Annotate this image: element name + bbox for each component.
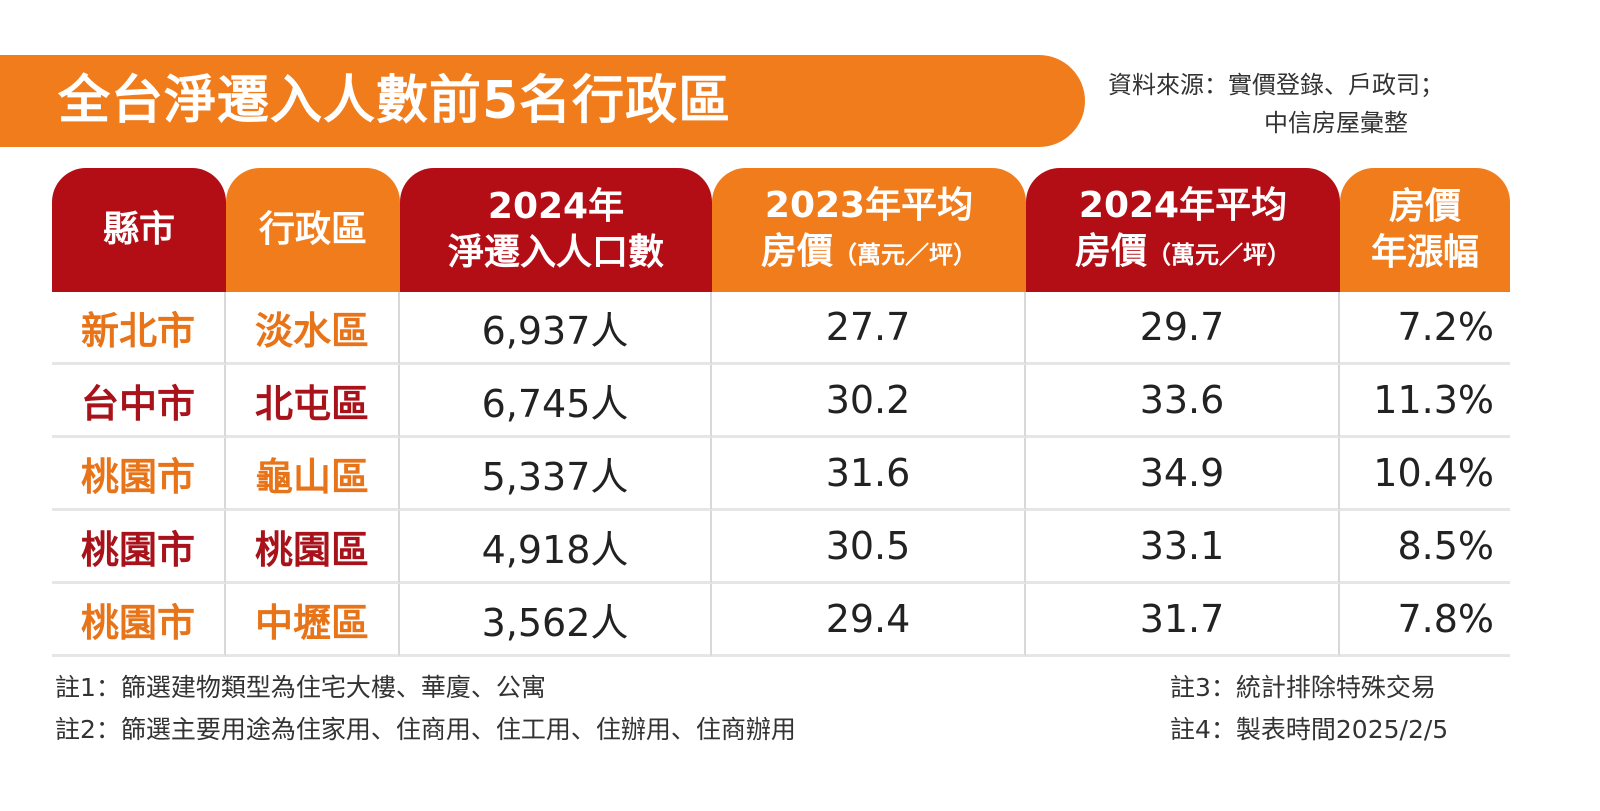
note-3: 註3：統計排除特殊交易 [1170, 673, 1436, 702]
cell-district: 桃園區 [226, 511, 400, 584]
note-2: 註2：篩選主要用途為住家用、住商用、住工用、住辦用、住商辦用 [55, 715, 796, 744]
header-city: 縣市 [52, 168, 226, 292]
note-4: 註4：製表時間2025/2/5 [1170, 715, 1449, 744]
cell-population: 6,745人 [400, 365, 712, 438]
cell-city: 新北市 [52, 292, 226, 365]
header-growth: 房價 年漲幅 [1340, 168, 1510, 292]
cell-district: 淡水區 [226, 292, 400, 365]
cell-price-2023: 27.7 [712, 292, 1026, 365]
data-table: 縣市 行政區 2024年 淨遷入人口數 2023年平均 房價（萬元／坪） 202… [52, 168, 1510, 657]
cell-city: 台中市 [52, 365, 226, 438]
table-row: 桃園市 中壢區 3,562人 29.4 31.7 7.8% [52, 584, 1510, 657]
cell-price-2023: 30.5 [712, 511, 1026, 584]
cell-growth: 10.4% [1340, 438, 1510, 511]
cell-price-2024: 34.9 [1026, 438, 1340, 511]
cell-growth: 7.2% [1340, 292, 1510, 365]
cell-population: 5,337人 [400, 438, 712, 511]
cell-price-2024: 31.7 [1026, 584, 1340, 657]
cell-price-2023: 31.6 [712, 438, 1026, 511]
source-line-1: 資料來源：實價登錄、戶政司； [1108, 71, 1444, 99]
source-credit: 資料來源：實價登錄、戶政司； 中信房屋彙整 [1108, 66, 1578, 142]
cell-district: 北屯區 [226, 365, 400, 438]
cell-growth: 11.3% [1340, 365, 1510, 438]
table-row: 台中市 北屯區 6,745人 30.2 33.6 11.3% [52, 365, 1510, 438]
table-row: 新北市 淡水區 6,937人 27.7 29.7 7.2% [52, 292, 1510, 365]
cell-district: 中壢區 [226, 584, 400, 657]
table-header-row: 縣市 行政區 2024年 淨遷入人口數 2023年平均 房價（萬元／坪） 202… [52, 168, 1510, 292]
cell-price-2023: 29.4 [712, 584, 1026, 657]
header-population: 2024年 淨遷入人口數 [400, 168, 712, 292]
cell-city: 桃園市 [52, 438, 226, 511]
cell-price-2023: 30.2 [712, 365, 1026, 438]
cell-population: 4,918人 [400, 511, 712, 584]
cell-district: 龜山區 [226, 438, 400, 511]
table-row: 桃園市 桃園區 4,918人 30.5 33.1 8.5% [52, 511, 1510, 584]
header-price-2023: 2023年平均 房價（萬元／坪） [712, 168, 1026, 292]
cell-city: 桃園市 [52, 584, 226, 657]
cell-growth: 8.5% [1340, 511, 1510, 584]
title-banner [0, 55, 1085, 147]
cell-price-2024: 33.6 [1026, 365, 1340, 438]
table-row: 桃園市 龜山區 5,337人 31.6 34.9 10.4% [52, 438, 1510, 511]
cell-population: 6,937人 [400, 292, 712, 365]
page-title: 全台淨遷入人數前5名行政區 [58, 71, 732, 131]
note-1: 註1：篩選建物類型為住宅大樓、華廈、公寓 [55, 673, 546, 702]
cell-population: 3,562人 [400, 584, 712, 657]
cell-price-2024: 33.1 [1026, 511, 1340, 584]
header-price-2024: 2024年平均 房價（萬元／坪） [1026, 168, 1340, 292]
header-district: 行政區 [226, 168, 400, 292]
cell-price-2024: 29.7 [1026, 292, 1340, 365]
cell-city: 桃園市 [52, 511, 226, 584]
cell-growth: 7.8% [1340, 584, 1510, 657]
source-line-2: 中信房屋彙整 [1264, 109, 1408, 137]
